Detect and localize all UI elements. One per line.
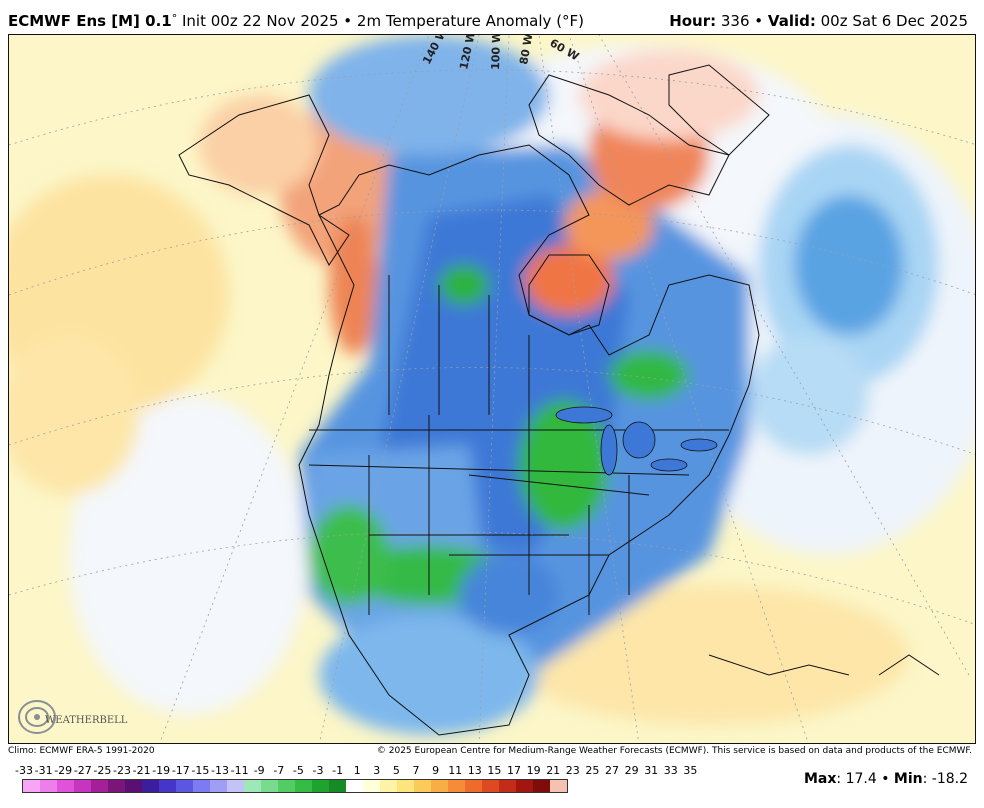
colorbar-swatch (244, 780, 261, 792)
colorbar-swatch (176, 780, 193, 792)
colorbar-swatch (227, 780, 244, 792)
great-lakes (555, 406, 718, 476)
graticule (9, 35, 975, 743)
colorbar-tick-label: 29 (624, 764, 639, 777)
colorbar-swatch (482, 780, 499, 792)
colorbar-tick-label: 19 (526, 764, 541, 777)
colorbar-tick-label: 7 (412, 764, 420, 777)
colorbar-tick-label: -13 (211, 764, 229, 777)
colorbar-tick-label: 9 (432, 764, 440, 777)
hour-value: 336 • (716, 12, 768, 30)
colorbar-tick-label: 33 (663, 764, 678, 777)
max-value: : 17.4 • (836, 771, 894, 787)
colorbar-tick-label: -3 (312, 764, 324, 777)
colorbar-tick-label: 23 (565, 764, 580, 777)
colorbar-swatch (329, 780, 346, 792)
colorbar-swatch (499, 780, 516, 792)
colorbar-labels: -33 -31 -29 -27 -25 -23 -21 -19 -17 -15 -13 -11 -9 -7… (14, 764, 714, 780)
colorbar-tick-label: -25 (93, 764, 112, 777)
colorbar-swatch (261, 780, 278, 792)
colorbar-tick-label: 31 (644, 764, 659, 777)
valid-time: Hour: 336 • Valid: 00z Sat 6 Dec 2025 (669, 12, 968, 30)
colorbar-swatch (125, 780, 142, 792)
colorbar-swatch (74, 780, 91, 792)
colorbar-tick-label: -1 (332, 764, 344, 777)
colorbar-swatch (295, 780, 312, 792)
colorbar-tick-label: -5 (292, 764, 304, 777)
colorbar-tick-label: -19 (152, 764, 171, 777)
colorbar-tick-label: -29 (54, 764, 73, 777)
anomaly-field (9, 35, 975, 735)
map-canvas: 140 W 120 W 100 W 80 W 60 W WEATHERBELL (9, 35, 975, 743)
colorbar-swatch (193, 780, 210, 792)
colorbar-tick-label: 3 (373, 764, 381, 777)
coastlines (178, 64, 940, 736)
colorbar-swatch (210, 780, 227, 792)
hour-label: Hour: (669, 12, 717, 30)
anomaly-map: 140 W 120 W 100 W 80 W 60 W WEATHERBELL (8, 34, 976, 744)
colorbar-swatch (159, 780, 176, 792)
colorbar-tick-label: 13 (467, 764, 482, 777)
weatherbell-logo: WEATHERBELL (18, 700, 128, 734)
colorbar-swatch (108, 780, 125, 792)
colorbar-swatch (533, 780, 550, 792)
lon-label-100w: 100 W (489, 35, 503, 70)
colorbar-tick-label: -31 (34, 764, 53, 777)
colorbar-tick-label: 27 (605, 764, 619, 777)
colorbar-tick-label: 25 (585, 764, 600, 777)
header: ECMWF Ens [M] 0.1° Init 00z 22 Nov 2025 … (0, 0, 984, 34)
colorbar-tick-label: -23 (113, 764, 131, 777)
map-title: ECMWF Ens [M] 0.1° Init 00z 22 Nov 2025 … (8, 12, 584, 30)
min-label: Min (893, 771, 923, 787)
colorbar-tick-label: 35 (683, 764, 698, 777)
colorbar-swatch (40, 780, 57, 792)
colorbar-tick-label: 5 (392, 764, 400, 777)
colorbar-swatch (414, 780, 431, 792)
climo-note: Climo: ECMWF ERA-5 1991-2020 (8, 746, 155, 756)
colorbar-tick-label: -27 (73, 764, 92, 777)
colorbar-tick-label: 17 (507, 764, 521, 777)
colorbar: -33 -31 -29 -27 -25 -23 -21 -19 -17 -15 -13 -11 -9 -7… (14, 764, 714, 804)
model-name: ECMWF Ens [M] 0.1 (8, 12, 172, 30)
init-text: Init 00z 22 Nov 2025 • 2m Temperature An… (177, 12, 585, 30)
colorbar-tick-label: -7 (273, 764, 285, 777)
valid-label: Valid: (767, 12, 816, 30)
colorbar-swatch (346, 780, 363, 792)
logo-text: WEATHERBELL (45, 715, 128, 726)
copyright-note: © 2025 European Centre for Medium-Range … (376, 746, 972, 756)
colorbar-tick-label: -33 (15, 764, 33, 777)
colorbar-tick-label: -17 (171, 764, 190, 777)
colorbar-swatch (278, 780, 295, 792)
colorbar-swatch (448, 780, 465, 792)
colorbar-swatch (397, 780, 414, 792)
colorbar-tick-label: 1 (353, 764, 361, 777)
max-min-readout: Max: 17.4 • Min: -18.2 (804, 771, 968, 787)
lon-label-80w: 80 W (517, 35, 535, 66)
colorbar-swatch (57, 780, 74, 792)
degree-mark: ° (171, 12, 178, 25)
colorbar-swatch (465, 780, 482, 792)
colorbar-swatch (550, 780, 567, 792)
colorbar-swatch (91, 780, 108, 792)
max-label: Max (803, 771, 837, 787)
colorbar-swatch (363, 780, 380, 792)
colorbar-tick-label: -21 (132, 764, 151, 777)
colorbar-tick-label: -11 (230, 764, 249, 777)
colorbar-tick-label: -15 (191, 764, 210, 777)
colorbar-tick-label: 15 (487, 764, 502, 777)
colorbar-swatch (380, 780, 397, 792)
colorbar-tick-label: 11 (448, 764, 463, 777)
colorbar-tick-label: -9 (253, 764, 265, 777)
colorbar-swatch (312, 780, 329, 792)
valid-value: 00z Sat 6 Dec 2025 (815, 12, 968, 30)
colorbar-swatch (142, 780, 159, 792)
colorbar-swatch (516, 780, 533, 792)
colorbar-swatch (23, 780, 40, 792)
min-value: : -18.2 (922, 771, 968, 787)
colorbar-swatches (22, 779, 568, 793)
colorbar-swatch (431, 780, 448, 792)
colorbar-tick-label: 21 (546, 764, 561, 777)
